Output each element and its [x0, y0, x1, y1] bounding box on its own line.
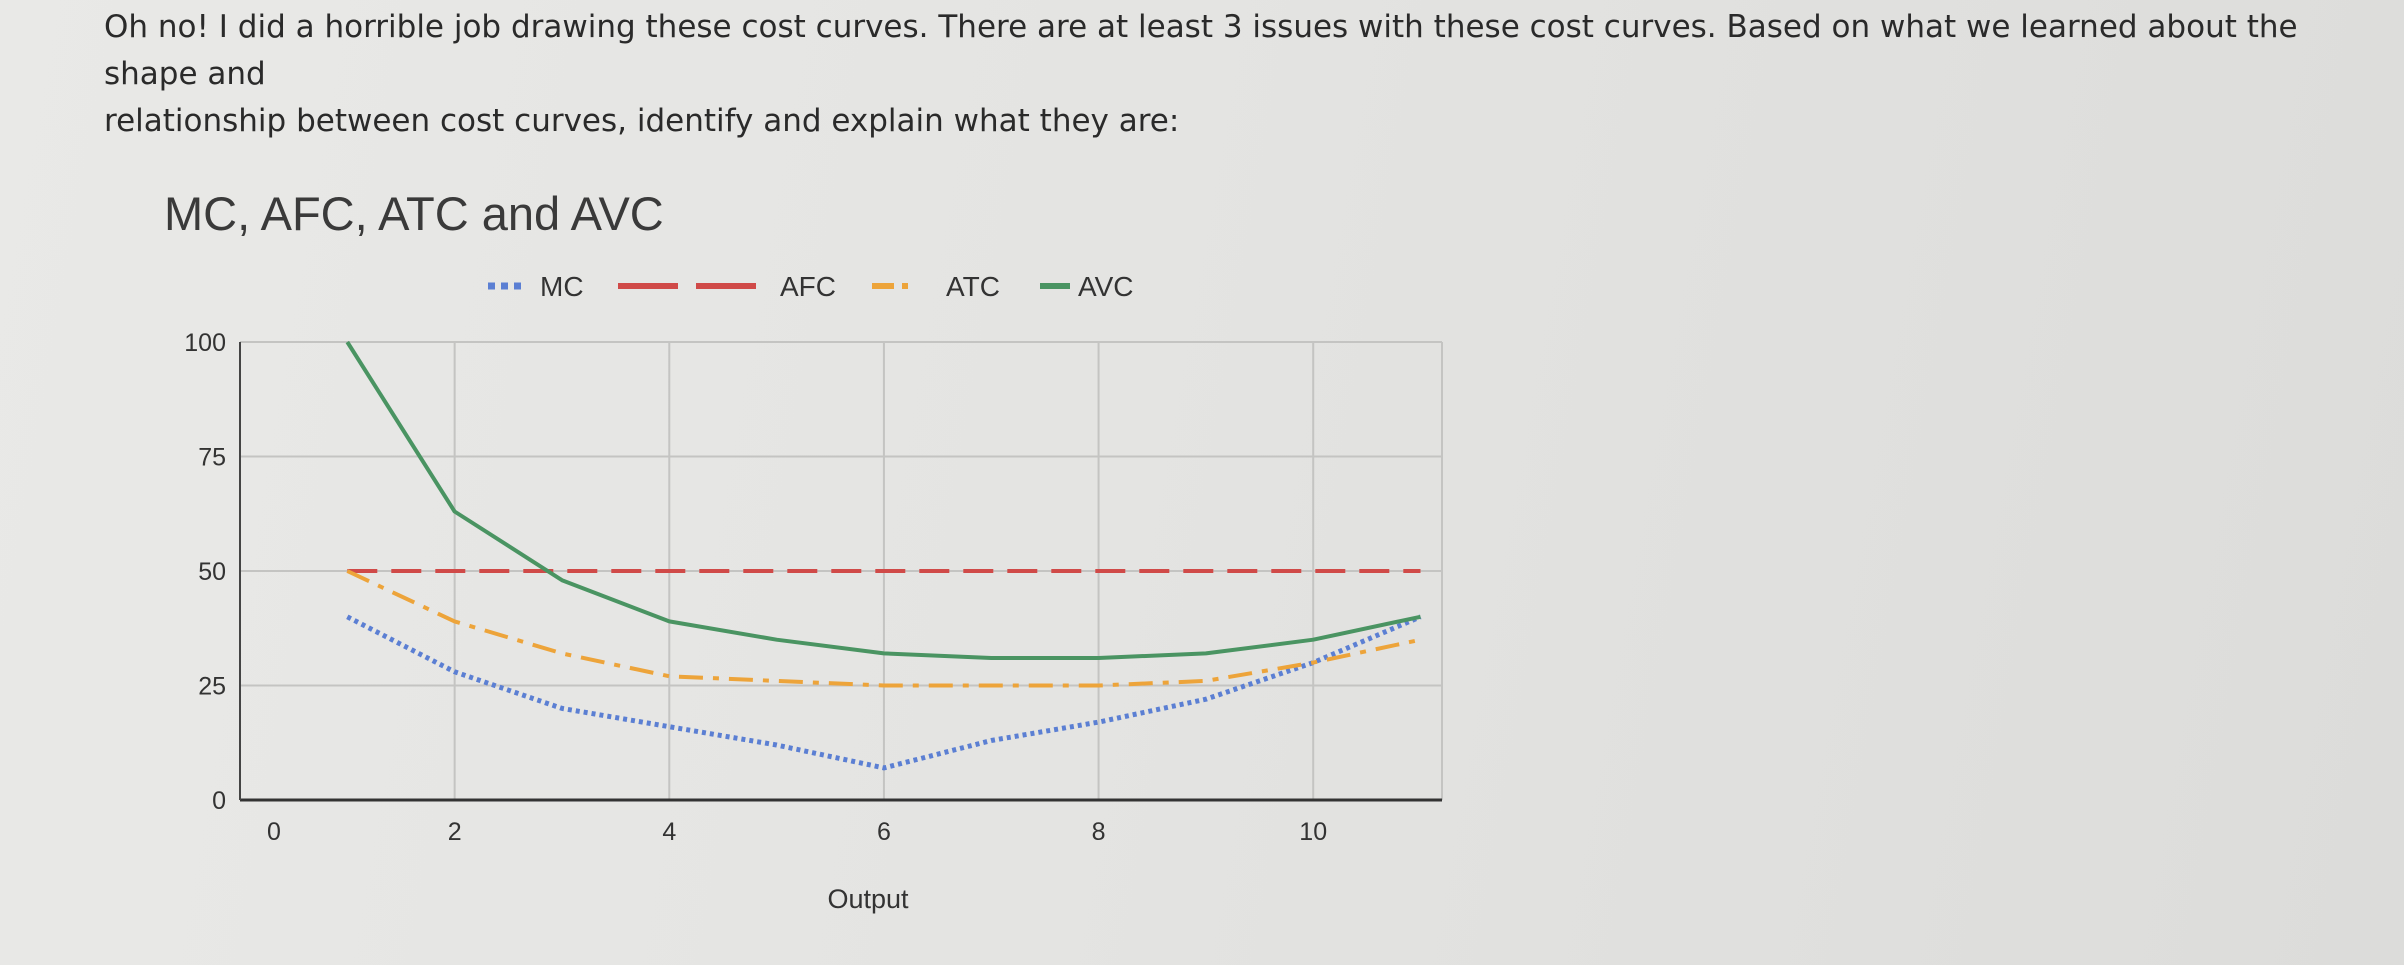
series-line-atc	[346, 569, 1421, 688]
chart-legend: MC AFC ATC AVC	[488, 271, 1134, 302]
y-tick-label: 100	[184, 329, 226, 357]
y-tick-label: 75	[198, 444, 226, 472]
question-line-2: relationship between cost curves, identi…	[104, 103, 1180, 139]
x-tick-label: 2	[448, 818, 462, 846]
chart-tick-labels: 0 25 50 75 100 0 2 4 6 8 10	[184, 329, 1327, 846]
chart-axes	[239, 342, 1442, 802]
chart-title: MC, AFC, ATC and AVC	[164, 187, 664, 240]
y-tick-label: 50	[198, 558, 226, 586]
x-tick-label: 0	[267, 818, 281, 846]
x-tick-label: 6	[877, 818, 891, 846]
question-text: Oh no! I did a horrible job drawing thes…	[104, 4, 2304, 145]
series-line-mc	[346, 614, 1422, 771]
legend-label-afc: AFC	[780, 271, 836, 302]
x-axis-label: Output	[827, 884, 909, 914]
x-tick-label: 4	[662, 818, 676, 846]
legend-label-mc: MC	[540, 271, 584, 302]
question-line-1: Oh no! I did a horrible job drawing thes…	[104, 9, 2298, 92]
y-tick-label: 0	[212, 787, 226, 815]
chart-series	[345, 340, 1422, 771]
x-tick-label: 8	[1092, 818, 1106, 846]
legend-label-avc: AVC	[1078, 271, 1134, 302]
legend-label-atc: ATC	[946, 271, 1000, 302]
y-tick-label: 25	[198, 673, 226, 701]
x-tick-label: 10	[1299, 818, 1327, 846]
series-line-avc	[345, 340, 1421, 660]
